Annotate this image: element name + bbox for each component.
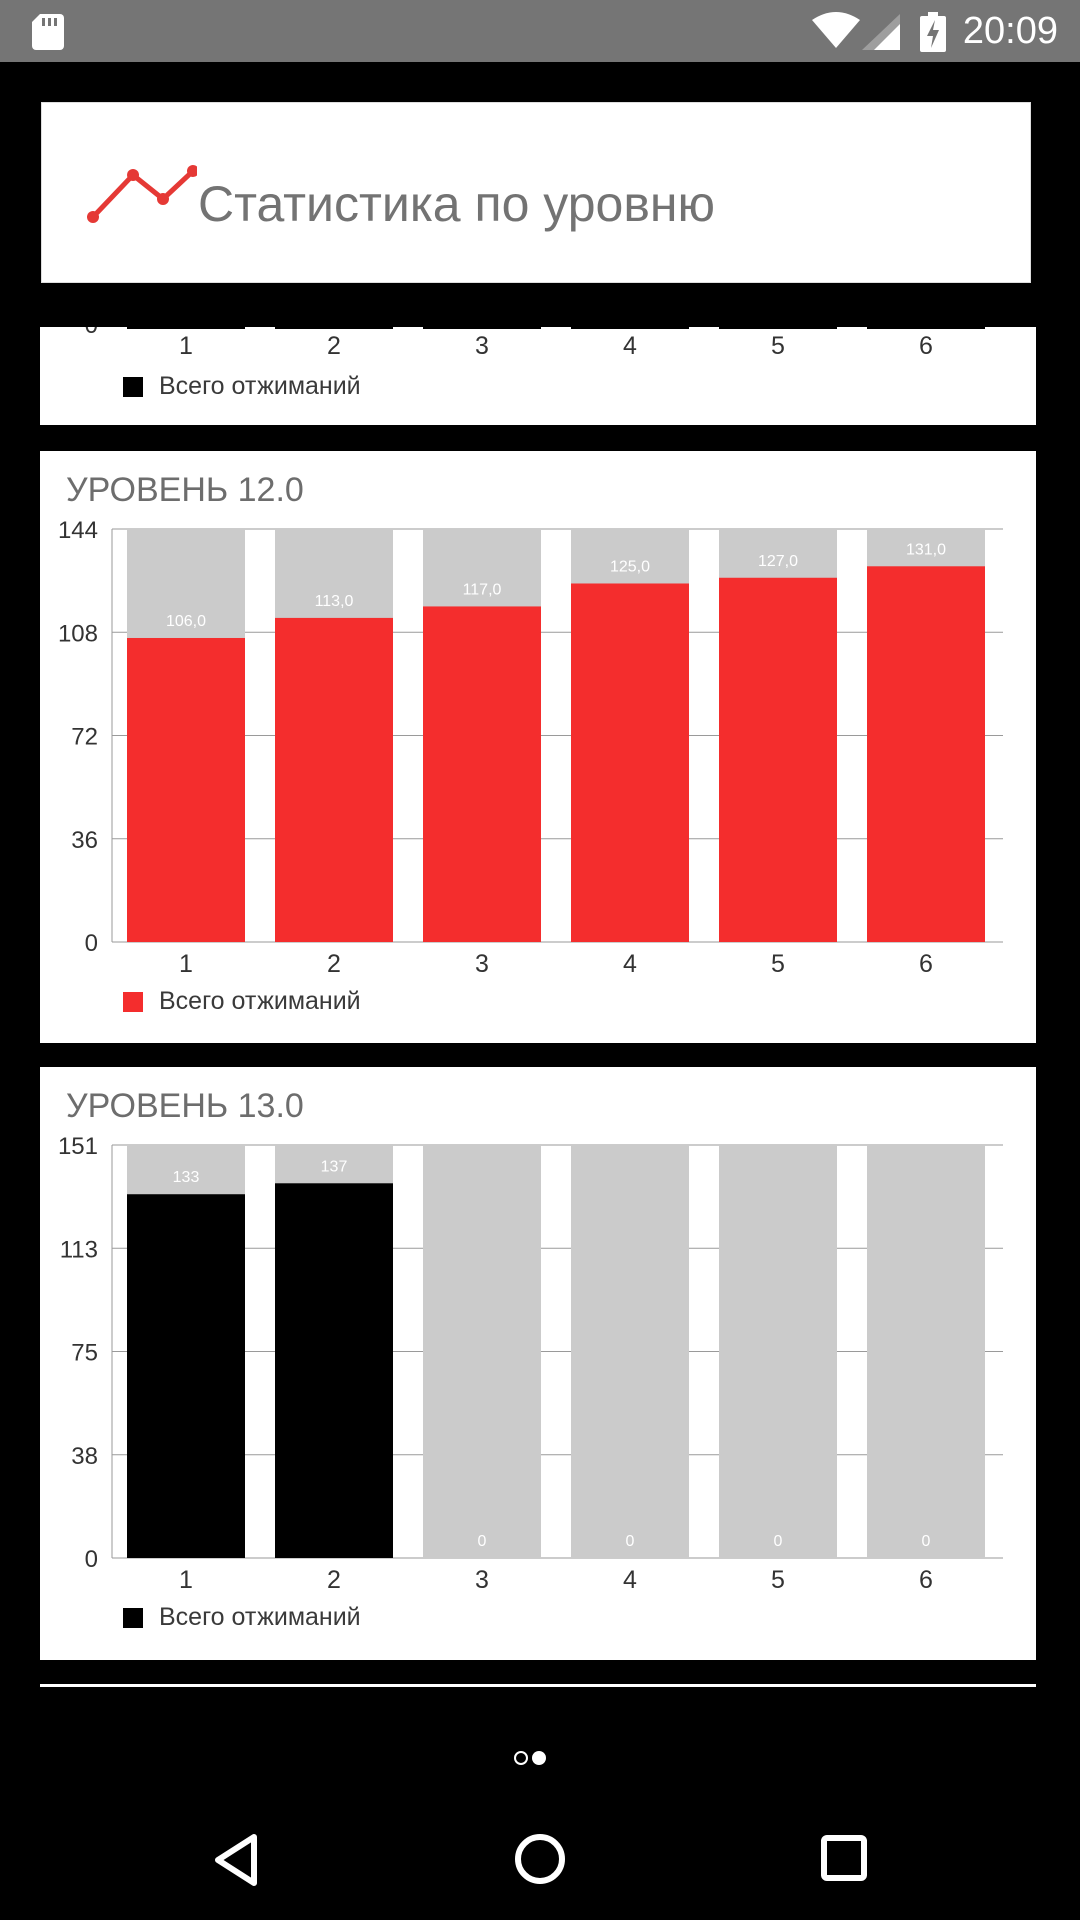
x-tick-label: 6 <box>919 950 933 978</box>
chart-title: УРОВЕНЬ 13.0 <box>66 1087 304 1125</box>
partial-chart-axis: 0 1 2 3 4 5 6 <box>85 327 985 360</box>
bar-background <box>127 327 245 329</box>
y-tick-label: 38 <box>71 1443 98 1470</box>
bar <box>127 1194 245 1558</box>
line-chart-icon <box>87 155 199 230</box>
bar-chart-level-13: 0 38 75 113 151 133 1 137 2 0 3 0 4 0 5 0 6 <box>58 1133 1003 1594</box>
header-card: Статистика по уровню <box>41 102 1031 283</box>
bar <box>571 583 689 942</box>
x-tick-label: 2 <box>327 332 341 360</box>
chart-card-level-12: УРОВЕНЬ 12.0 0 36 72 108 144 106,0 1 113,0 2 117,… <box>40 451 1036 1043</box>
x-tick-label: 6 <box>919 1566 933 1594</box>
y-tick-label: 0 <box>85 327 98 339</box>
signal-icon <box>862 14 900 55</box>
y-tick-label: 108 <box>58 620 98 647</box>
bar <box>423 606 541 942</box>
navigation-bar <box>0 1800 1080 1920</box>
bar-background <box>423 1145 541 1558</box>
bar-background <box>867 327 985 329</box>
chart-card-level-13: УРОВЕНЬ 13.0 0 38 75 113 151 133 1 137 2 0 3 0 4 0 5 0 6… <box>40 1067 1036 1660</box>
data-label: 106,0 <box>166 613 206 630</box>
y-tick-label: 72 <box>71 724 98 751</box>
x-tick-label: 5 <box>771 332 785 360</box>
x-tick-label: 2 <box>327 950 341 978</box>
home-icon[interactable] <box>514 1833 566 1890</box>
data-label: 117,0 <box>463 581 502 598</box>
bar <box>275 1183 393 1558</box>
data-label: 0 <box>626 1533 635 1550</box>
bar-background <box>571 327 689 329</box>
bar-background <box>423 327 541 329</box>
page-dot-1[interactable] <box>514 1751 528 1765</box>
bar-background <box>867 1145 985 1558</box>
legend-swatch <box>123 376 143 397</box>
battery-charging-icon <box>920 12 946 57</box>
bar <box>275 617 393 942</box>
wifi-icon <box>812 12 860 53</box>
y-tick-label: 0 <box>85 1546 98 1573</box>
x-tick-label: 1 <box>179 1566 193 1594</box>
sd-card-icon <box>32 14 64 55</box>
x-tick-label: 2 <box>327 1566 341 1594</box>
page-indicator <box>514 1751 546 1765</box>
legend-label: Всего отжиманий <box>159 987 361 1015</box>
legend: Всего отжиманий <box>123 1603 361 1632</box>
legend-label: Всего отжиманий <box>159 372 361 400</box>
bar-chart-level-12: 0 36 72 108 144 106,0 1 113,0 2 117,0 3 125,0 4 127,0… <box>58 517 1003 978</box>
bar-background <box>719 1145 837 1558</box>
x-tick-label: 4 <box>623 950 637 978</box>
bar-background <box>719 327 837 329</box>
y-tick-label: 75 <box>71 1340 98 1367</box>
page-title: Статистика по уровню <box>198 176 715 232</box>
data-label: 133 <box>173 1169 200 1186</box>
bar <box>127 637 245 942</box>
x-tick-label: 1 <box>179 950 193 978</box>
x-tick-label: 6 <box>919 332 933 360</box>
back-icon[interactable] <box>212 1833 260 1892</box>
chart-card-partial: 0 1 2 3 4 5 6 Всего отжиманий <box>40 327 1036 425</box>
data-label: 127,0 <box>758 553 798 570</box>
y-tick-label: 151 <box>58 1133 98 1160</box>
x-tick-label: 3 <box>475 332 489 360</box>
x-tick-label: 3 <box>475 950 489 978</box>
x-tick-label: 5 <box>771 1566 785 1594</box>
page-dot-2[interactable] <box>532 1751 546 1765</box>
recents-icon[interactable] <box>821 1835 867 1886</box>
y-tick-label: 36 <box>71 827 98 854</box>
legend-swatch <box>123 991 143 1012</box>
bar <box>719 577 837 942</box>
data-label: 137 <box>321 1158 348 1175</box>
x-tick-label: 4 <box>623 1566 637 1594</box>
data-label: 131,0 <box>906 541 946 558</box>
data-label: 125,0 <box>610 558 650 575</box>
y-tick-label: 113 <box>60 1236 98 1263</box>
legend: Всего отжиманий <box>123 987 361 1016</box>
x-tick-label: 4 <box>623 332 637 360</box>
data-label: 113,0 <box>315 593 354 610</box>
bar <box>867 566 985 942</box>
data-label: 0 <box>922 1533 931 1550</box>
legend: Всего отжиманий <box>123 372 361 401</box>
x-tick-label: 1 <box>179 332 193 360</box>
bar-background <box>571 1145 689 1558</box>
legend-label: Всего отжиманий <box>159 1603 361 1631</box>
divider <box>40 1684 1036 1687</box>
clock: 20:09 <box>962 10 1058 52</box>
data-label: 0 <box>774 1533 783 1550</box>
x-tick-label: 5 <box>771 950 785 978</box>
legend-swatch <box>123 1607 143 1628</box>
x-tick-label: 3 <box>475 1566 489 1594</box>
chart-title: УРОВЕНЬ 12.0 <box>66 471 304 509</box>
y-tick-label: 0 <box>85 930 98 957</box>
data-label: 0 <box>478 1533 487 1550</box>
status-bar: 20:09 <box>0 0 1080 62</box>
bar-background <box>275 327 393 329</box>
y-tick-label: 144 <box>58 517 98 544</box>
